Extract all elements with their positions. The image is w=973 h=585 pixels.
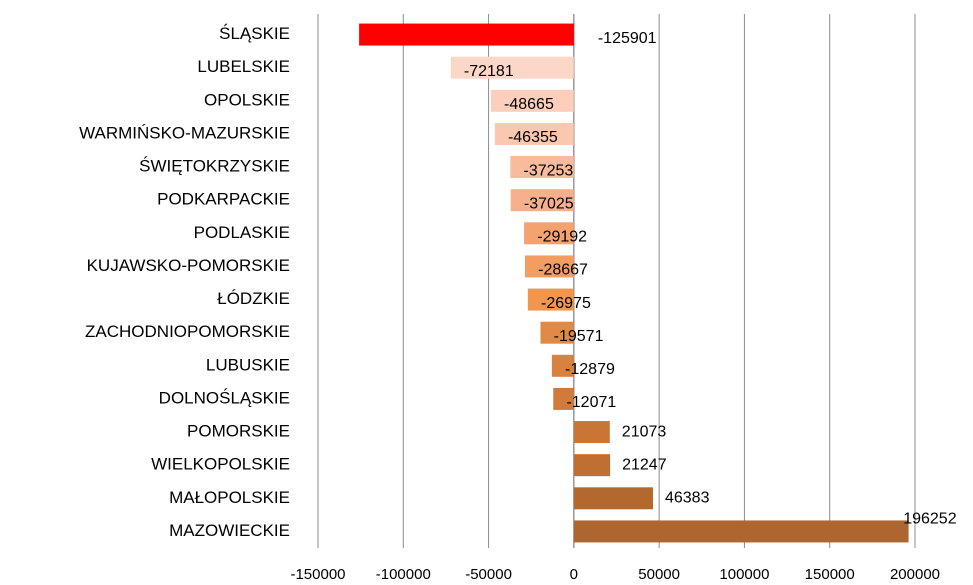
- bar: [450, 56, 574, 79]
- x-tick-label: 100000: [719, 566, 769, 583]
- y-tick-label: DOLNOŚLĄSKIE: [159, 388, 290, 407]
- y-tick-label: LUBUSKIE: [206, 355, 290, 374]
- bar: [510, 156, 574, 179]
- value-label: -19571: [554, 328, 604, 345]
- y-tick-label: WARMIŃSKO-MAZURSKIE: [79, 123, 290, 142]
- y-tick-label: MAŁOPOLSKIE: [169, 488, 290, 507]
- y-tick-label: OPOLSKIE: [204, 90, 290, 109]
- value-label: -12879: [565, 361, 615, 378]
- y-tick-label: POMORSKIE: [187, 422, 290, 441]
- y-tick-label: LUBELSKIE: [197, 57, 290, 76]
- bar: [510, 189, 574, 212]
- x-tick-label: -150000: [290, 566, 345, 583]
- y-tick-label: ŁÓDZKIE: [217, 289, 290, 308]
- y-tick-label: KUJAWSKO-POMORSKIE: [87, 256, 290, 275]
- value-label: -125901: [598, 30, 657, 47]
- value-label: -26975: [541, 295, 591, 312]
- bar: [524, 255, 574, 278]
- bar: [359, 23, 574, 46]
- y-tick-label: ZACHODNIOPOMORSKIE: [85, 322, 290, 341]
- x-tick-label: 50000: [638, 566, 680, 583]
- bar: [527, 288, 574, 311]
- bar: [490, 89, 574, 112]
- bar: [573, 520, 909, 543]
- value-label: 46383: [665, 490, 710, 507]
- x-tick-label: -50000: [465, 566, 512, 583]
- value-label: 21247: [622, 456, 667, 473]
- bar: [553, 387, 574, 410]
- value-label: -37253: [523, 162, 573, 179]
- y-tick-label: WIELKOPOLSKIE: [151, 455, 290, 474]
- value-label: -46355: [508, 129, 558, 146]
- value-label: -72181: [464, 63, 514, 80]
- y-tick-label: ŚLĄSKIE: [219, 24, 290, 43]
- value-label: -12071: [566, 394, 616, 411]
- value-label: 21073: [622, 423, 667, 440]
- value-label: -37025: [524, 195, 574, 212]
- value-label: -48665: [504, 96, 554, 113]
- bar: [573, 454, 611, 477]
- y-tick-label: PODKARPACKIE: [157, 190, 290, 209]
- value-label: -28667: [538, 262, 588, 279]
- bar: [524, 222, 574, 245]
- value-label: 196252: [903, 511, 956, 528]
- bar: [573, 421, 610, 444]
- value-label: -29192: [537, 229, 587, 246]
- x-tick-label: 0: [570, 566, 578, 583]
- x-tick-label: 200000: [890, 566, 940, 583]
- bar: [551, 354, 574, 377]
- x-tick-label: -100000: [376, 566, 431, 583]
- bar: [573, 487, 653, 510]
- x-tick-label: 150000: [805, 566, 855, 583]
- bar: [494, 122, 574, 145]
- y-tick-label: ŚWIĘTOKRZYSKIE: [139, 157, 290, 176]
- bar: [540, 321, 574, 344]
- y-tick-label: PODLASKIE: [194, 223, 290, 242]
- y-tick-label: MAZOWIECKIE: [169, 521, 290, 540]
